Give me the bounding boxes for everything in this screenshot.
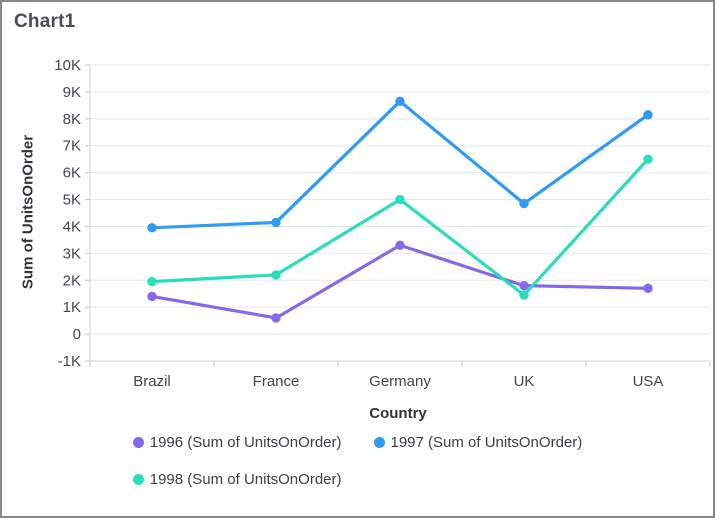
legend: 1996 (Sum of UnitsOnOrder) 1997 (Sum of U… bbox=[2, 434, 713, 488]
x-tick-label: Brazil bbox=[133, 373, 171, 390]
data-point-uk-1996[interactable] bbox=[519, 280, 529, 291]
data-point-uk-1998[interactable] bbox=[519, 290, 529, 300]
y-tick-label: 3K bbox=[63, 245, 81, 262]
y-tick-label: 8K bbox=[63, 111, 81, 128]
legend-label: 1997 (Sum of UnitsOnOrder) bbox=[390, 434, 583, 451]
y-tick-label: 2K bbox=[63, 272, 81, 289]
data-point-uk-1997[interactable] bbox=[519, 198, 529, 209]
data-point-france-1997[interactable] bbox=[271, 217, 281, 228]
legend-item-1996[interactable]: 1996 (Sum of UnitsOnOrder) bbox=[132, 434, 342, 451]
x-tick-label: Germany bbox=[369, 373, 431, 390]
x-tick-label: UK bbox=[514, 373, 535, 390]
x-tick-label: France bbox=[253, 373, 300, 390]
legend-marker-icon bbox=[132, 437, 144, 448]
legend-label: 1998 (Sum of UnitsOnOrder) bbox=[149, 471, 342, 488]
y-tick-label: 7K bbox=[63, 138, 81, 155]
data-point-germany-1997[interactable] bbox=[395, 96, 405, 107]
y-tick-label: -1K bbox=[58, 353, 81, 370]
data-point-usa-1996[interactable] bbox=[643, 283, 653, 294]
legend-marker-icon bbox=[132, 474, 144, 485]
data-point-usa-1997[interactable] bbox=[643, 110, 653, 120]
legend-item-1998[interactable]: 1998 (Sum of UnitsOnOrder) bbox=[132, 471, 342, 488]
series-line-1997 bbox=[150, 99, 650, 230]
legend-item-1997[interactable]: 1997 (Sum of UnitsOnOrder) bbox=[373, 434, 583, 451]
chart-title: Chart1 bbox=[14, 11, 76, 32]
series-line-1998 bbox=[150, 157, 650, 297]
data-point-germany-1996[interactable] bbox=[395, 240, 405, 250]
data-point-brazil-1996[interactable] bbox=[147, 291, 157, 302]
data-point-usa-1998[interactable] bbox=[643, 154, 653, 164]
y-tick-label: 4K bbox=[63, 218, 81, 235]
y-tick-label: 6K bbox=[63, 165, 81, 182]
data-point-france-1996[interactable] bbox=[271, 313, 281, 323]
y-axis-title: Sum of UnitsOnOrder bbox=[19, 134, 37, 290]
x-axis-title: Country bbox=[369, 405, 427, 422]
legend-marker-icon bbox=[373, 437, 385, 448]
data-point-germany-1998[interactable] bbox=[395, 194, 405, 205]
y-tick-label: 0 bbox=[73, 326, 81, 343]
y-tick-label: 10K bbox=[54, 57, 81, 74]
legend-label: 1996 (Sum of UnitsOnOrder) bbox=[149, 434, 342, 451]
chart-canvas: -1K 0 1K 2K 3K 4K 5K 6K 7K 8K 9K 10K Brazil France Ger… bbox=[54, 57, 711, 390]
data-point-france-1998[interactable] bbox=[271, 270, 281, 280]
data-point-brazil-1998[interactable] bbox=[147, 276, 157, 287]
x-tick-label: USA bbox=[633, 373, 664, 390]
data-point-brazil-1997[interactable] bbox=[147, 223, 157, 233]
y-tick-label: 5K bbox=[63, 192, 81, 209]
y-tick-label: 1K bbox=[63, 299, 81, 316]
y-tick-label: 9K bbox=[63, 84, 81, 101]
